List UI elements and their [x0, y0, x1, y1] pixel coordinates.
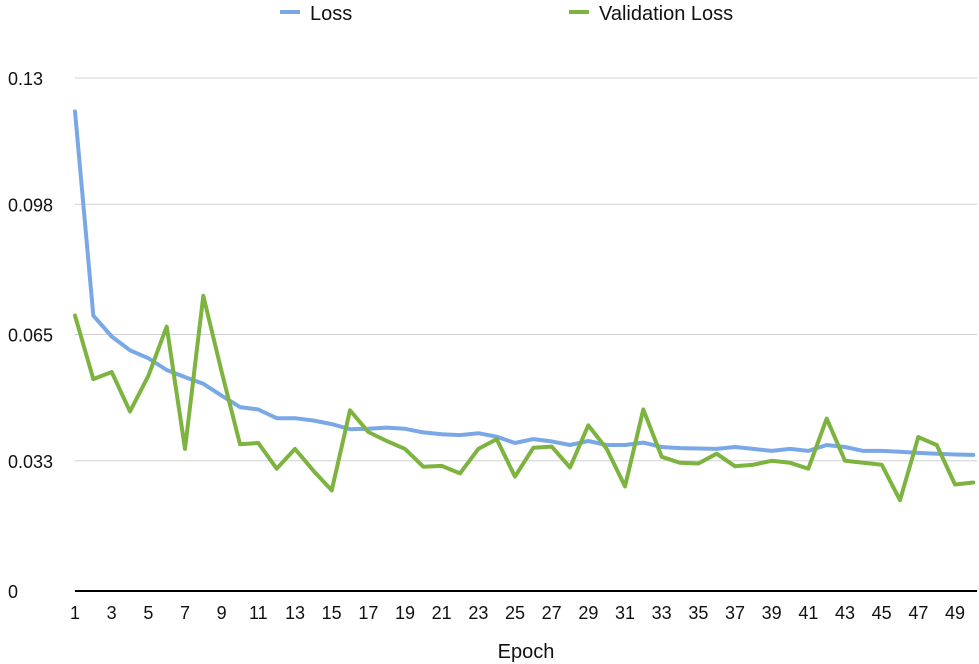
- x-tick-label: 27: [542, 603, 562, 623]
- x-tick-label: 37: [725, 603, 745, 623]
- x-tick-label: 33: [652, 603, 672, 623]
- x-tick-label: 15: [322, 603, 342, 623]
- y-tick-label: 0.13: [8, 69, 43, 89]
- legend: Loss Validation Loss: [280, 3, 733, 25]
- x-tick-label: 35: [688, 603, 708, 623]
- x-tick-label: 7: [180, 603, 190, 623]
- x-tick-label: 41: [798, 603, 818, 623]
- x-tick-label: 21: [432, 603, 452, 623]
- y-tick-label: 0.033: [8, 452, 53, 472]
- x-tick-label: 9: [217, 603, 227, 623]
- x-tick-label: 25: [505, 603, 525, 623]
- legend-label-validation-loss: Validation Loss: [599, 3, 733, 25]
- y-tick-label: 0.065: [8, 326, 53, 346]
- series-line-loss: [73, 109, 976, 457]
- x-tick-label: 23: [468, 603, 488, 623]
- x-tick-label: 1: [70, 603, 80, 623]
- x-tick-label: 17: [358, 603, 378, 623]
- x-tick-label: 39: [762, 603, 782, 623]
- x-tick-label: 3: [107, 603, 117, 623]
- x-tick-label: 31: [615, 603, 635, 623]
- series-line-validation-loss: [73, 293, 976, 503]
- series-lines: [73, 109, 976, 503]
- x-tick-label: 47: [908, 603, 928, 623]
- grid-lines: [75, 77, 977, 462]
- x-tick-label: 19: [395, 603, 415, 623]
- y-tick-label: 0.098: [8, 195, 53, 215]
- x-tick-label: 43: [835, 603, 855, 623]
- y-tick-label: 0: [8, 582, 18, 602]
- x-tick-label: 49: [945, 603, 965, 623]
- x-axis-title: Epoch: [498, 641, 555, 663]
- x-tick-label: 29: [578, 603, 598, 623]
- x-tick-label: 13: [285, 603, 305, 623]
- x-tick-label: 11: [249, 603, 268, 623]
- legend-label-loss: Loss: [310, 3, 352, 25]
- x-tick-label: 45: [872, 603, 892, 623]
- x-tick-label: 5: [143, 603, 153, 623]
